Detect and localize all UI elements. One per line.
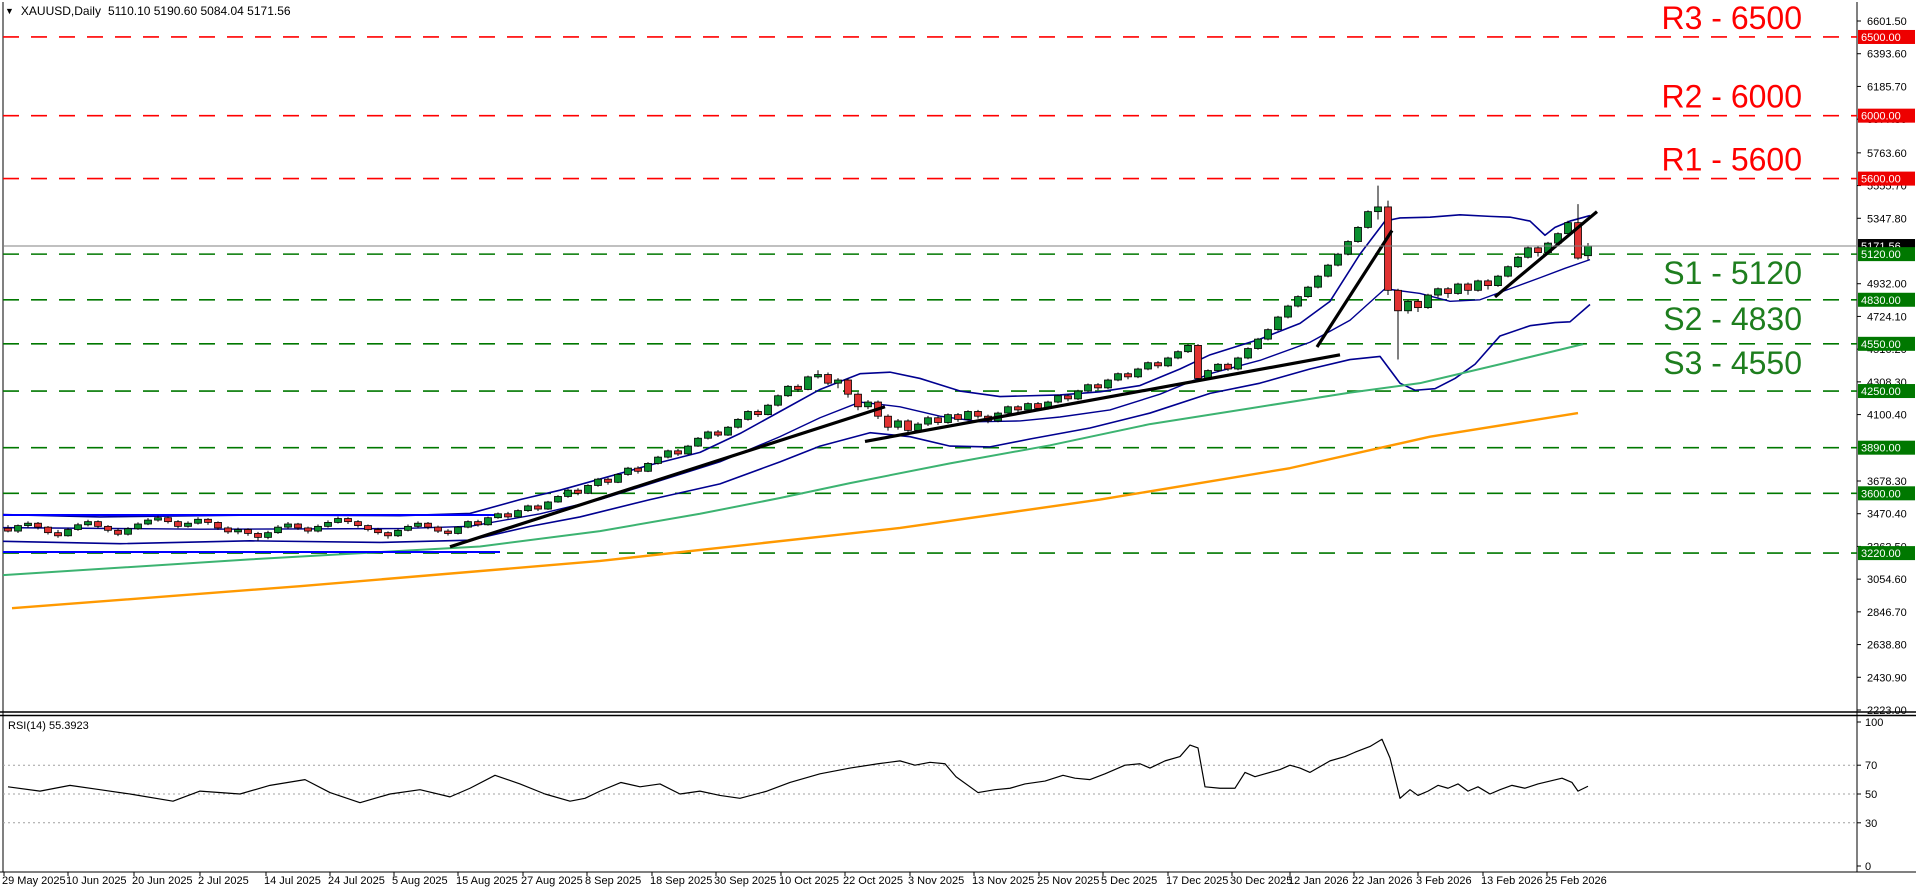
bollinger-lower-band	[2, 303, 1591, 545]
S3-level-label[interactable]: S3 - 4550	[1663, 345, 1802, 381]
price-tick-label: 2846.70	[1867, 607, 1907, 619]
S3-badge	[1858, 336, 1915, 351]
price-tick-label: 6393.60	[1867, 49, 1907, 61]
date-label: 3 Feb 2026	[1416, 875, 1472, 887]
S2-badge-text: 4830.00	[1861, 295, 1901, 307]
trendline-2[interactable]	[864, 353, 1341, 443]
date-label: 17 Dec 2025	[1166, 875, 1228, 887]
symbol-period-label: XAUUSD,Daily	[20, 4, 101, 18]
date-label: 12 Jan 2026	[1288, 875, 1349, 887]
date-label: 13 Feb 2026	[1481, 875, 1543, 887]
ohlc-readout: 5110.10 5190.60 5084.04 5171.56	[107, 4, 291, 18]
price-tick-label: 4100.40	[1867, 410, 1907, 422]
price-tick-label: 3470.40	[1867, 509, 1907, 521]
S3-badge-text: 4550.00	[1861, 339, 1901, 351]
rsi-indicator-label: RSI(14) 55.3923	[8, 720, 89, 732]
S2-badge	[1858, 292, 1915, 307]
price-tick-label: 2223.00	[1867, 705, 1907, 717]
bollinger-upper-band	[2, 213, 1591, 518]
date-label: 30 Sep 2025	[714, 875, 776, 887]
rsi-axis-label: 50	[1865, 789, 1877, 801]
moving-average-green	[2, 343, 1584, 577]
R1-badge-text: 5600.00	[1861, 174, 1901, 186]
S1-badge-text: 5120.00	[1861, 249, 1901, 261]
price-tick-label: 4724.10	[1867, 311, 1907, 323]
R2-badge	[1858, 108, 1915, 123]
moving-average-orange	[11, 411, 1579, 610]
R3-level-label[interactable]: R3 - 6500	[1661, 0, 1802, 36]
price-tick-label: 6185.70	[1867, 81, 1907, 93]
R2-badge-text: 6000.00	[1861, 111, 1901, 123]
date-label: 18 Sep 2025	[650, 875, 712, 887]
rsi-axis-label: 70	[1865, 760, 1877, 772]
support-3600-badge	[1858, 486, 1915, 501]
S2-level-label[interactable]: S2 - 4830	[1663, 301, 1802, 337]
support-3890-badge	[1858, 440, 1915, 455]
support-3220-badge-text: 3220.00	[1861, 548, 1901, 560]
price-tick-label: 2638.80	[1867, 640, 1907, 652]
support-3220-badge	[1858, 546, 1915, 561]
trendline-1[interactable]	[449, 405, 886, 549]
date-label: 2 Jul 2025	[198, 875, 249, 887]
date-label: 24 Jul 2025	[328, 875, 385, 887]
date-label: 27 Aug 2025	[521, 875, 583, 887]
price-tick-label: 4932.00	[1867, 279, 1907, 291]
support-4250-badge-text: 4250.00	[1861, 386, 1901, 398]
symbol-dropdown-icon[interactable]: ▼	[5, 5, 14, 16]
date-label: 29 May 2025	[2, 875, 66, 887]
date-label: 10 Jun 2025	[66, 875, 127, 887]
trendline-4[interactable]	[1493, 210, 1599, 299]
support-3600-badge-text: 3600.00	[1861, 488, 1901, 500]
price-tick-label: 3678.30	[1867, 476, 1907, 488]
date-label: 8 Sep 2025	[585, 875, 641, 887]
price-tick-label: 3054.60	[1867, 574, 1907, 586]
R1-level-label[interactable]: R1 - 5600	[1661, 142, 1802, 178]
date-label: 3 Nov 2025	[908, 875, 964, 887]
date-label: 5 Aug 2025	[392, 875, 448, 887]
R1-badge	[1858, 171, 1915, 186]
rsi-axis-label: 30	[1865, 818, 1877, 830]
rsi-axis-label: 100	[1865, 717, 1883, 729]
price-tick-label: 5763.60	[1867, 148, 1907, 160]
candlestick-series	[4, 185, 1592, 541]
date-label: 10 Oct 2025	[779, 875, 839, 887]
S1-badge	[1858, 247, 1915, 262]
support-3890-badge-text: 3890.00	[1861, 443, 1901, 455]
date-label: 22 Oct 2025	[843, 875, 903, 887]
price-tick-label: 6601.50	[1867, 16, 1907, 28]
date-label: 20 Jun 2025	[132, 875, 193, 887]
date-label: 22 Jan 2026	[1352, 875, 1413, 887]
S1-level-label[interactable]: S1 - 5120	[1663, 255, 1802, 291]
date-label: 30 Dec 2025	[1230, 875, 1292, 887]
R3-badge-text: 6500.00	[1861, 32, 1901, 44]
date-label: 25 Feb 2026	[1545, 875, 1607, 887]
R3-badge	[1858, 29, 1915, 44]
price-tick-label: 2430.90	[1867, 672, 1907, 684]
trendline-3[interactable]	[1315, 229, 1394, 348]
chart-title-bar: ▼ XAUUSD,Daily 5110.10 5190.60 5084.04 5…	[5, 4, 291, 18]
rsi-axis-label: 0	[1865, 861, 1871, 873]
date-label: 14 Jul 2025	[264, 875, 321, 887]
date-label: 5 Dec 2025	[1101, 875, 1157, 887]
support-4250-badge	[1858, 384, 1915, 399]
price-tick-label: 5347.80	[1867, 213, 1907, 225]
date-label: 13 Nov 2025	[972, 875, 1034, 887]
date-label: 25 Nov 2025	[1037, 875, 1099, 887]
rsi-line	[7, 738, 1589, 804]
R2-level-label[interactable]: R2 - 6000	[1661, 79, 1802, 115]
date-label: 15 Aug 2025	[456, 875, 518, 887]
